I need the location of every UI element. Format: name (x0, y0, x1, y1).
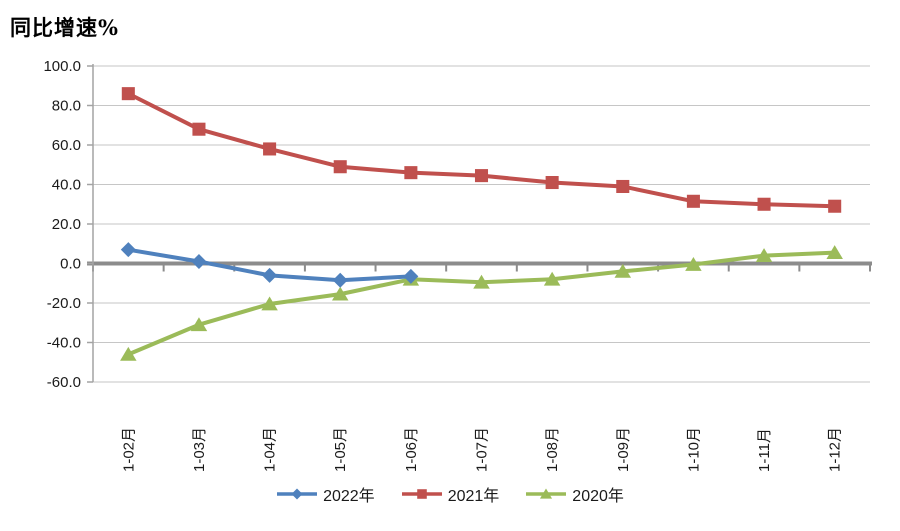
y-tick-label: -40.0 (47, 335, 81, 352)
x-tick-label: 1-06月 (403, 427, 420, 472)
diamond-marker-icon (262, 267, 278, 283)
chart-title: 同比增速% (10, 15, 119, 40)
chart-legend: 2022年 2021年 2020年 (0, 482, 900, 506)
y-axis-line (87, 64, 94, 383)
line-chart-plot: 100.080.060.040.020.00.0-20.0-40.0-60.01… (43, 58, 872, 472)
square-marker-icon (757, 197, 771, 211)
x-tick-label: 1-10月 (685, 427, 702, 472)
x-tick-label: 1-04月 (262, 427, 279, 472)
square-marker-icon (333, 160, 347, 174)
diamond-marker-icon (191, 254, 207, 270)
y-tick-label: 60.0 (52, 137, 81, 154)
series-2022年-line (120, 242, 419, 288)
diamond-marker-icon (291, 488, 303, 500)
x-tick-label: 1-08月 (544, 427, 561, 472)
x-tick-label: 1-02月 (120, 427, 137, 472)
legend-label: 2020年 (572, 488, 624, 505)
square-marker-icon (263, 142, 277, 156)
zero-axis-line (87, 261, 872, 272)
triangle-marker-icon (473, 274, 490, 289)
triangle-marker-icon (540, 488, 553, 499)
triangle-marker-icon (543, 271, 561, 286)
legend-item-2021年: 2021年 (401, 482, 500, 506)
y-tick-label: -20.0 (47, 295, 81, 312)
y-tick-label: 40.0 (52, 177, 81, 194)
y-tick-label: -60.0 (47, 374, 81, 391)
y-axis-labels: 100.0 80.0 60.0 40.0 20.0 0.0 -20.0 -40.0 -60.0 (43, 58, 81, 391)
legend-label: 2021年 (447, 488, 500, 505)
triangle-marker-icon (261, 296, 278, 311)
diamond-marker-icon (403, 268, 419, 284)
x-tick-label: 1-12月 (827, 427, 844, 472)
square-marker-icon (121, 87, 135, 101)
triangle-marker-icon (331, 286, 349, 301)
square-marker-icon (404, 166, 418, 180)
diamond-marker-icon (120, 242, 136, 258)
legend-item-2020年: 2020年 (525, 482, 624, 506)
y-tick-label: 0.0 (60, 256, 81, 273)
series-2021年-line (121, 87, 842, 213)
square-marker-icon (828, 199, 842, 213)
square-marker-icon (192, 122, 206, 136)
y-tick-label: 20.0 (52, 216, 81, 233)
square-marker-icon (545, 176, 559, 190)
legend-square-marker-icon (401, 489, 442, 499)
legend-label: 2022年 (323, 488, 375, 505)
series-2020年-line (120, 245, 843, 361)
y-tick-label: 80.0 (52, 98, 81, 115)
triangle-marker-icon (120, 346, 137, 361)
triangle-marker-icon (826, 245, 843, 260)
diamond-marker-icon (332, 272, 348, 288)
legend-item-2022年: 2022年 (276, 482, 375, 506)
x-tick-label: 1-11月 (756, 428, 773, 472)
square-marker-icon (416, 489, 427, 499)
square-marker-icon (474, 169, 489, 183)
y-tick-label: 100.0 (43, 58, 81, 75)
x-tick-label: 1-09月 (615, 427, 632, 472)
triangle-marker-icon (614, 263, 632, 278)
y-gridlines (93, 65, 870, 383)
x-tick-label: 1-03月 (191, 427, 208, 472)
triangle-marker-icon (685, 256, 702, 271)
square-marker-icon (616, 179, 630, 193)
legend-triangle-marker-icon (526, 488, 567, 499)
x-axis-labels: 1-02月 1-03月 1-04月 1-05月 1-06月 1-07月 1-08月 1-09月… (120, 427, 843, 472)
triangle-marker-icon (755, 248, 773, 262)
triangle-marker-icon (190, 317, 208, 332)
x-tick-label: 1-05月 (332, 427, 349, 472)
legend-diamond-marker-icon (277, 488, 318, 500)
x-tick-label: 1-07月 (474, 427, 491, 472)
square-marker-icon (686, 194, 700, 208)
